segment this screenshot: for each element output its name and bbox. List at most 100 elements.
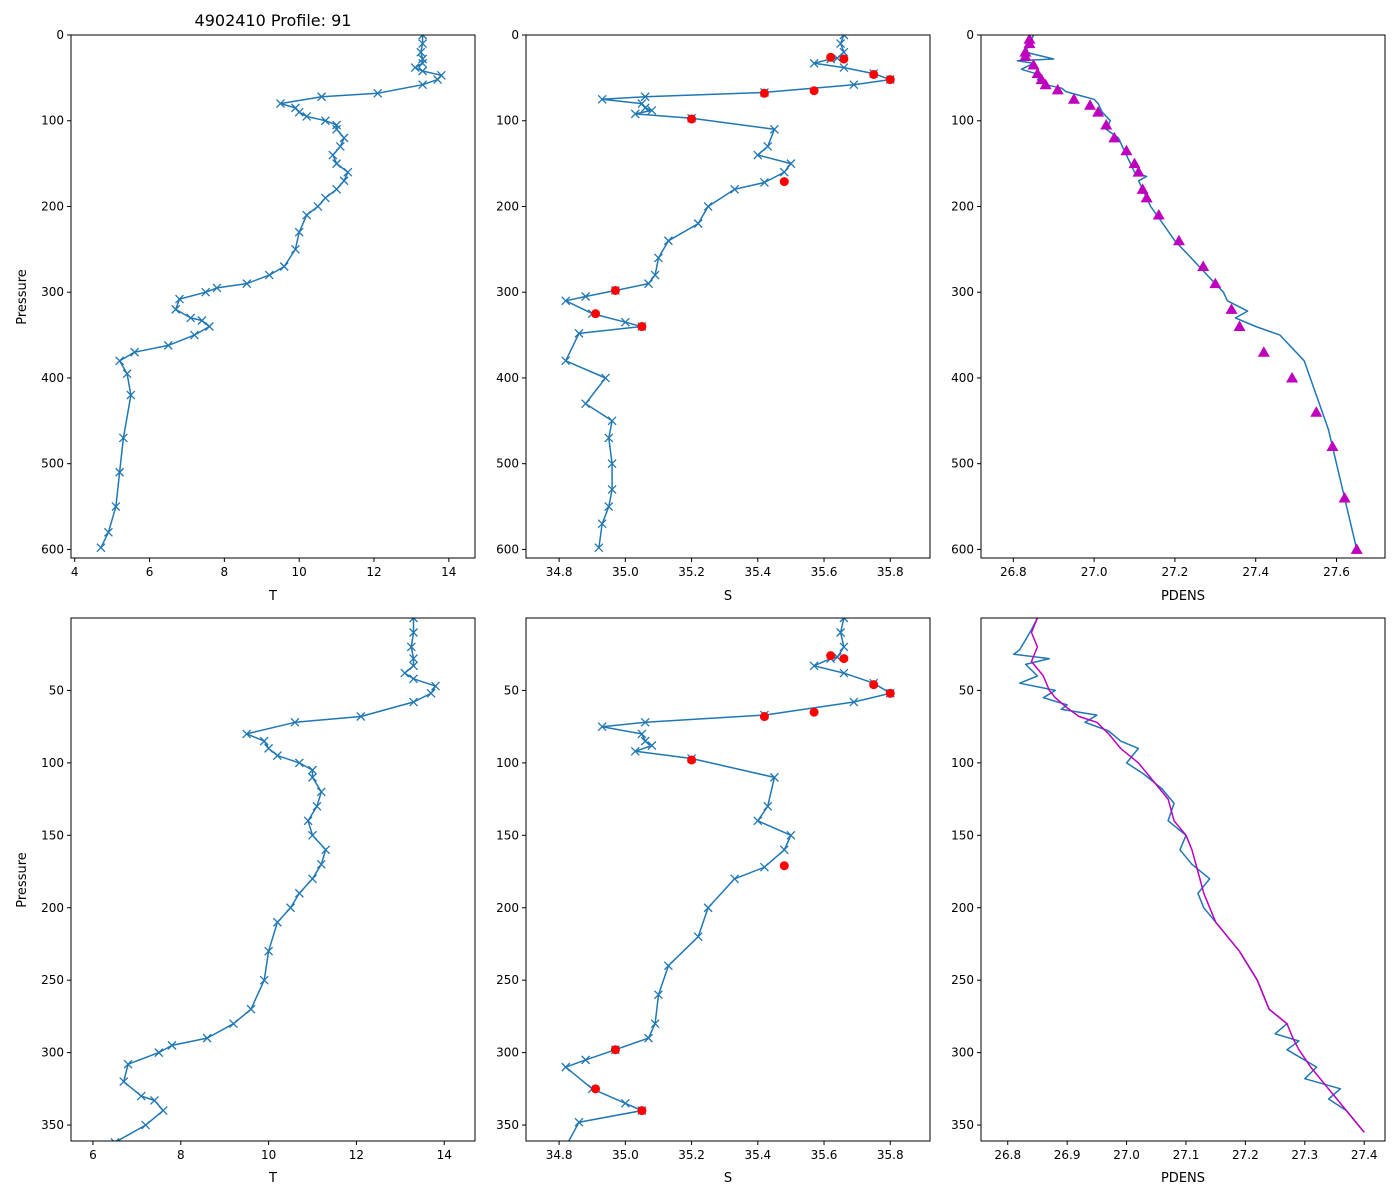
data-point-x-marker	[202, 1033, 212, 1043]
data-point-x-marker	[294, 227, 304, 237]
data-point-x-marker	[264, 946, 274, 956]
data-point-x-marker	[264, 743, 274, 753]
data-point-x-marker	[264, 270, 274, 280]
x-axis-label: PDENS	[1161, 1171, 1205, 1186]
data-point-x-marker	[204, 322, 214, 331]
data-point-x-marker	[620, 1098, 630, 1108]
y-tick-label: 150	[41, 828, 64, 842]
y-tick-label: 100	[496, 114, 519, 128]
flagged-point	[687, 755, 697, 765]
data-point-x-marker	[171, 304, 181, 314]
x-tick-label: 34.8	[546, 565, 573, 579]
y-tick-label: 200	[951, 901, 974, 915]
data-point-x-marker	[320, 193, 330, 203]
data-point-x-marker	[110, 1137, 120, 1141]
data-point-x-marker	[317, 92, 327, 102]
data-point-x-marker	[373, 88, 383, 98]
data-point-x-marker	[581, 399, 591, 409]
y-tick-label: 250	[951, 973, 974, 987]
data-point-x-marker	[163, 340, 173, 350]
data-point-triangle-marker	[1286, 371, 1299, 383]
data-point-x-marker	[418, 54, 428, 64]
data-point-x-marker	[637, 99, 647, 109]
data-point-x-marker	[786, 159, 796, 169]
data-point-x-marker	[561, 1062, 571, 1072]
flagged-point	[610, 1045, 620, 1055]
data-point-x-marker	[849, 697, 859, 707]
y-tick-label: 300	[951, 285, 974, 299]
data-point-x-marker	[308, 765, 317, 775]
data-point-triangle-marker	[1108, 131, 1121, 143]
data-point-x-marker	[640, 92, 650, 102]
data-point-triangle-marker	[1084, 99, 1097, 110]
x-tick-label: 35.0	[612, 1148, 639, 1162]
data-point-x-marker	[418, 35, 428, 40]
x-axis-label: S	[724, 1171, 732, 1186]
flagged-point	[885, 75, 895, 85]
data-point-x-marker	[769, 772, 779, 782]
data-point-x-marker	[759, 178, 769, 187]
data-point-x-marker	[653, 990, 663, 1000]
y-tick-label: 50	[504, 683, 519, 697]
y-tick-label: 300	[41, 1046, 64, 1060]
x-tick-label: 8	[177, 1148, 185, 1162]
data-point-x-marker	[229, 1019, 238, 1029]
data-point-x-marker	[313, 202, 323, 211]
data-point-x-marker	[839, 618, 849, 623]
x-tick-label: 12	[366, 565, 381, 579]
data-point-x-marker	[308, 830, 317, 840]
flagged-point	[637, 1106, 647, 1116]
x-tick-label: 26.9	[1054, 1148, 1081, 1162]
data-point-x-marker	[246, 1004, 256, 1014]
y-tick-label: 100	[41, 114, 64, 128]
data-point-triangle-marker	[1100, 119, 1113, 130]
data-point-x-marker	[409, 618, 418, 623]
data-point-x-marker	[574, 1117, 584, 1127]
flagged-point	[809, 707, 819, 717]
x-tick-label: 4	[71, 565, 79, 579]
data-point-x-marker	[141, 1120, 151, 1130]
x-tick-label: 35.4	[744, 565, 771, 579]
data-point-x-marker	[136, 1091, 146, 1101]
data-point-x-marker	[409, 661, 418, 671]
y-tick-label: 300	[496, 285, 519, 299]
data-point-x-marker	[418, 58, 428, 68]
y-tick-label: 300	[496, 1046, 519, 1060]
data-point-x-marker	[663, 236, 673, 246]
data-point-x-marker	[418, 80, 428, 90]
data-point-x-marker	[332, 124, 342, 134]
data-point-x-marker	[640, 736, 650, 746]
x-axis-label: T	[268, 1171, 277, 1186]
y-tick-label: 50	[49, 683, 64, 697]
data-point-triangle-marker	[1092, 106, 1105, 117]
data-point-x-marker	[197, 316, 207, 325]
data-point-x-marker	[630, 746, 640, 756]
data-point-x-marker	[115, 467, 125, 477]
flagged-point	[779, 177, 789, 187]
flagged-point	[779, 861, 789, 871]
data-point-x-marker	[279, 262, 289, 271]
data-point-x-marker	[294, 107, 304, 117]
data-point-x-marker	[839, 63, 849, 73]
x-tick-label: 10	[292, 565, 307, 579]
data-point-x-marker	[406, 642, 416, 652]
data-point-x-marker	[122, 369, 132, 379]
data-point-triangle-marker	[1067, 93, 1080, 104]
data-point-x-marker	[836, 628, 846, 637]
data-point-x-marker	[644, 1033, 653, 1043]
y-axis-label: Pressure	[15, 852, 30, 908]
data-point-x-marker	[409, 628, 418, 637]
data-point-x-marker	[343, 167, 353, 177]
y-tick-label: 200	[951, 199, 974, 213]
data-point-x-marker	[409, 654, 418, 664]
data-point-x-marker	[607, 416, 617, 426]
axes-frame	[70, 34, 476, 559]
data-point-x-marker	[630, 109, 640, 119]
flagged-point	[826, 52, 836, 62]
x-tick-label: 27.0	[1113, 1148, 1140, 1162]
data-point-x-marker	[809, 661, 819, 671]
data-point-x-marker	[294, 888, 304, 898]
data-point-x-marker	[693, 219, 703, 229]
data-point-triangle-marker	[1338, 491, 1351, 503]
data-point-triangle-marker	[1023, 37, 1036, 49]
